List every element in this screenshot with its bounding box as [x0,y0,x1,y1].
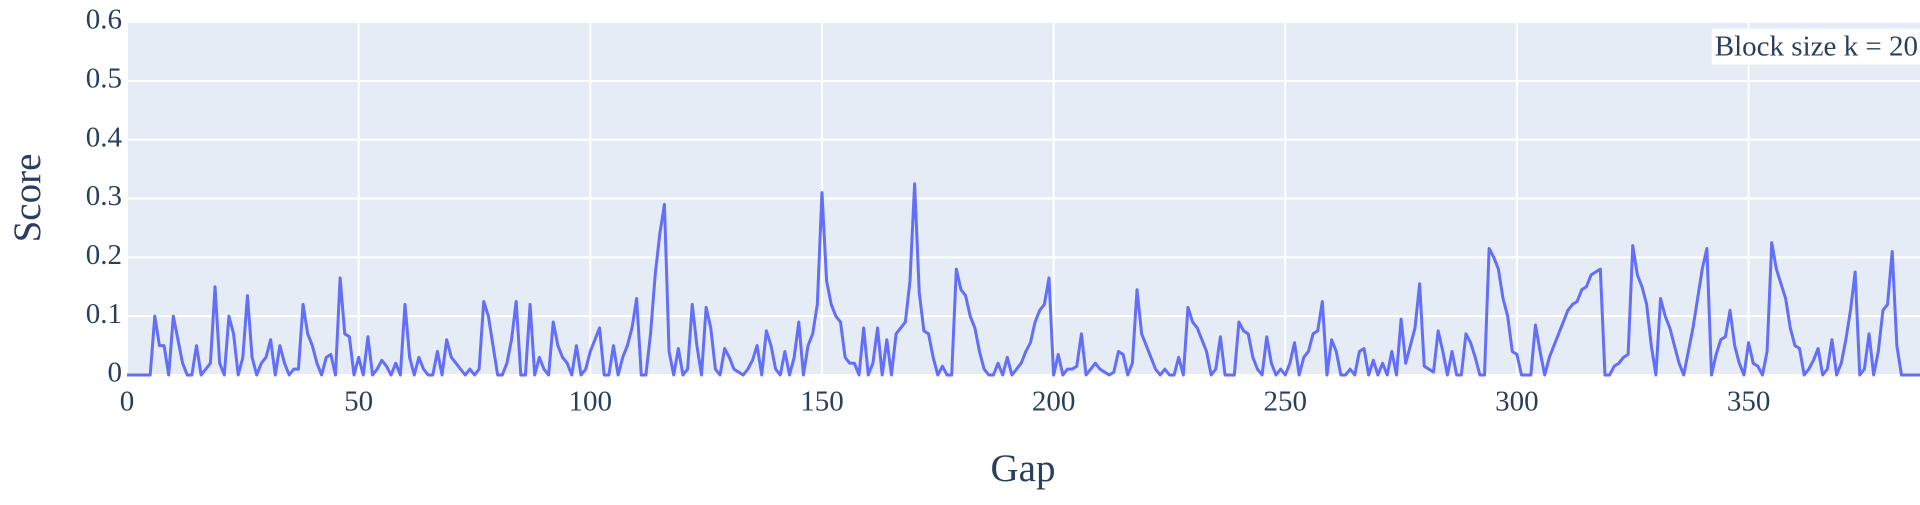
y-tick-label: 0 [108,357,123,389]
y-tick-label: 0.5 [86,62,122,94]
line [127,182,1920,377]
y-tick-label: 0.6 [86,4,122,36]
x-tick-label: 150 [800,386,844,418]
x-tick-label: 50 [344,386,373,418]
y-axis-title: Score [6,154,49,243]
annotation-background [1711,28,1920,65]
x-axis-title: Gap [991,447,1056,490]
x-tick-label: 250 [1264,386,1308,418]
annotation: Block size k = 20 [1715,31,1918,63]
x-tick-label: 300 [1495,386,1539,418]
x-tick-label: 100 [569,386,613,418]
y-tick-label: 0.2 [86,239,122,271]
y-tick-label: 0.3 [86,180,122,212]
x-tick-label: 0 [120,386,135,418]
y-tick-label: 0.1 [86,298,122,330]
x-tick-label: 200 [1032,386,1076,418]
y-tick-label: 0.4 [86,121,123,153]
x-tick-label: 350 [1727,386,1771,418]
